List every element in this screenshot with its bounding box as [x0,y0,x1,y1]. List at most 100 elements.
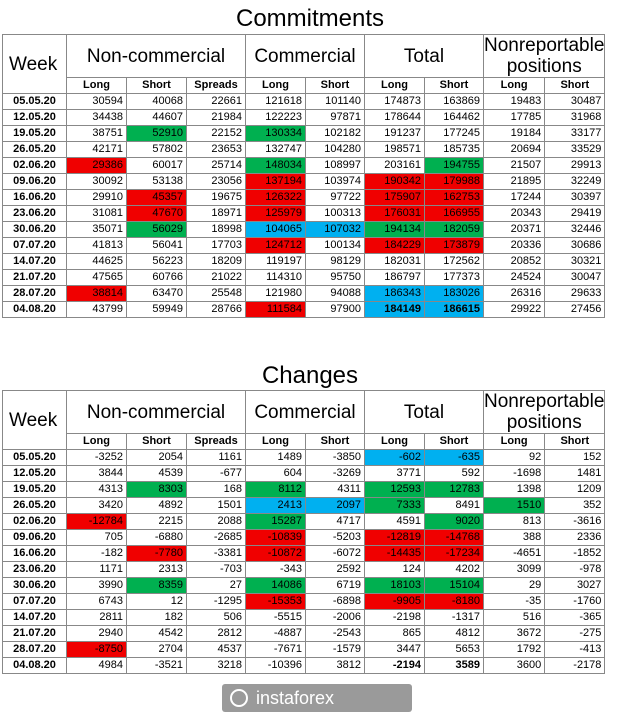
value-cell: 38751 [66,125,127,142]
value-cell: -1852 [544,545,606,562]
value-cell: -6898 [305,593,365,610]
value-cell: 185735 [424,141,484,158]
value-cell: 177373 [424,269,484,286]
value-cell: 184149 [364,301,425,318]
table-row: 05.05.20 30594 40068 22661 121618 101140 17487… [2,93,606,110]
value-cell: -1579 [305,641,365,658]
value-cell: 175907 [364,189,425,206]
week-cell: 14.07.20 [2,253,67,270]
value-cell: -9905 [364,593,425,610]
table-row: 04.08.20 4984 -3521 3218 -10396 3812 -2194 3589… [2,657,606,674]
value-cell: -7780 [126,545,187,562]
value-cell: 22152 [186,125,246,142]
value-cell: 126322 [245,189,306,206]
value-cell: 35071 [66,221,127,238]
value-cell: 27 [186,577,246,594]
short-subheader: Short [424,77,484,94]
value-cell: 2054 [126,449,187,466]
table-row: 30.06.20 35071 56029 18998 104065 107032 19413… [2,221,606,238]
changes-title: Changes [261,362,359,389]
table-row: 26.05.20 3420 4892 1501 2413 2097 7333 8491 1510… [2,497,606,514]
value-cell: 6719 [305,577,365,594]
table-row: 05.05.20 -3252 2054 1161 1489 -3850 -602 -635 92… [2,449,606,466]
value-cell: 12593 [364,481,425,498]
week-cell: 04.08.20 [2,657,67,674]
total-header: Total [364,390,484,434]
value-cell: 4892 [126,497,187,514]
total-header: Total [364,34,484,78]
value-cell: 23056 [186,173,246,190]
value-cell: -3269 [305,465,365,482]
week-cell: 26.05.20 [2,141,67,158]
value-cell: -365 [544,609,606,626]
value-cell: -2198 [364,609,425,626]
value-cell: -1295 [186,593,246,610]
value-cell: 119197 [245,253,306,270]
nonreportable-header: Nonreportable positions [482,34,606,78]
value-cell: 124 [364,561,425,578]
value-cell: 27456 [544,301,606,318]
subheader-row: Long Short Spreads Long Short Long Short Long Sh… [3,77,606,94]
value-cell: 2592 [305,561,365,578]
value-cell: 92 [482,449,546,466]
value-cell: 14086 [245,577,306,594]
week-cell: 26.05.20 [2,497,67,514]
value-cell: -10839 [245,529,306,546]
value-cell: 186615 [424,301,484,318]
long-subheader: Long [245,433,306,450]
value-cell: 4591 [364,513,425,530]
value-cell: 3027 [544,577,606,594]
value-cell: 194755 [424,157,484,174]
value-cell: 59949 [126,301,187,318]
long-subheader: Long [364,77,425,94]
table-row: 19.05.20 38751 52910 22152 130334 102182 19123… [2,125,606,142]
value-cell: 8359 [126,577,187,594]
value-cell: 100134 [305,237,365,254]
header-row: Week Non-commercial Commercial Total Nonrepo… [2,390,606,450]
value-cell: 102182 [305,125,365,142]
value-cell: 104065 [245,221,306,238]
short-subheader: Short [126,77,187,94]
table-row: 07.07.20 6743 12 -1295 -15353 -6898 -9905 -8180… [2,593,606,610]
value-cell: -2543 [305,625,365,642]
value-cell: 12783 [424,481,484,498]
short-subheader: Short [305,77,365,94]
value-cell: -8180 [424,593,484,610]
value-cell: 42171 [66,141,127,158]
table-row: 12.05.20 34438 44607 21984 122223 97871 178644… [2,109,606,126]
week-cell: 30.06.20 [2,221,67,238]
value-cell: 4537 [186,641,246,658]
value-cell: 30487 [544,93,606,110]
value-cell: 2215 [126,513,187,530]
value-cell: 19483 [482,93,546,110]
value-cell: 4984 [66,657,127,674]
value-cell: 4313 [66,481,127,498]
value-cell: 100313 [305,205,365,222]
changes-table: Week Non-commercial Commercial Total Nonrepo… [2,390,606,674]
value-cell: 182031 [364,253,425,270]
value-cell: 124712 [245,237,306,254]
value-cell: -4887 [245,625,306,642]
value-cell: 95750 [305,269,365,286]
value-cell: 56041 [126,237,187,254]
value-cell: 121618 [245,93,306,110]
value-cell: -1698 [482,465,546,482]
value-cell: 23653 [186,141,246,158]
week-cell: 05.05.20 [2,93,67,110]
value-cell: 4202 [424,561,484,578]
value-cell: 2088 [186,513,246,530]
value-cell: 34438 [66,109,127,126]
value-cell: 865 [364,625,425,642]
value-cell: 18971 [186,205,246,222]
value-cell: 8491 [424,497,484,514]
commitments-title: Commitments [235,5,385,32]
instaforex-watermark: instaforex [222,684,412,712]
value-cell: 172562 [424,253,484,270]
value-cell: -12819 [364,529,425,546]
long-subheader: Long [66,433,127,450]
value-cell: -1760 [544,593,606,610]
week-cell: 28.07.20 [2,641,67,658]
watermark-text: instaforex [256,688,335,708]
commercial-header: Commercial [245,390,365,434]
value-cell: 2413 [245,497,306,514]
